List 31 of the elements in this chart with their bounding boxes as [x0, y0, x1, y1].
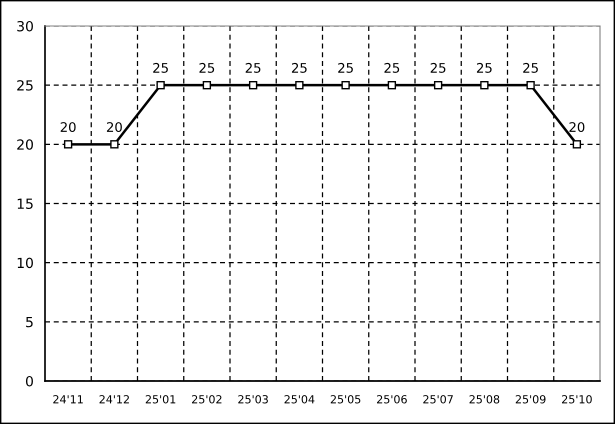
- x-tick-label: 25'01: [146, 395, 176, 404]
- data-label: 25: [523, 62, 538, 73]
- x-tick-label: 25'04: [284, 395, 314, 404]
- x-tick-label: 25'02: [192, 395, 222, 404]
- x-tick-label: 24'12: [100, 395, 129, 404]
- x-tick-label: 25'10: [562, 395, 592, 404]
- x-tick-label: 24'11: [53, 395, 83, 404]
- x-tick-label: 25'06: [377, 395, 407, 404]
- data-label: 25: [430, 62, 446, 73]
- data-label: 25: [153, 62, 168, 73]
- x-tick-label: 25'08: [470, 395, 500, 404]
- x-tick-label: 25'05: [330, 395, 360, 404]
- x-tick-label: 25'03: [238, 395, 268, 404]
- data-label: 25: [292, 62, 307, 73]
- data-label: 25: [199, 62, 214, 73]
- y-tick-label: 15: [18, 198, 33, 209]
- x-tick-label: 25'07: [423, 395, 453, 404]
- data-label: 25: [476, 62, 492, 73]
- y-tick-label: 10: [18, 258, 33, 268]
- data-label: 20: [60, 122, 76, 132]
- y-tick-label: 20: [17, 139, 33, 150]
- y-tick-label: 25: [17, 80, 33, 91]
- data-label: 25: [338, 62, 353, 73]
- y-tick-label: 30: [17, 20, 33, 32]
- data-label: 20: [569, 122, 584, 132]
- data-label: 25: [384, 62, 400, 73]
- y-tick-label: 0: [26, 376, 33, 386]
- data-label: 25: [246, 62, 260, 73]
- data-label: 20: [106, 122, 122, 132]
- y-tick-label: 5: [26, 316, 33, 328]
- x-tick-label: 25'09: [516, 395, 546, 404]
